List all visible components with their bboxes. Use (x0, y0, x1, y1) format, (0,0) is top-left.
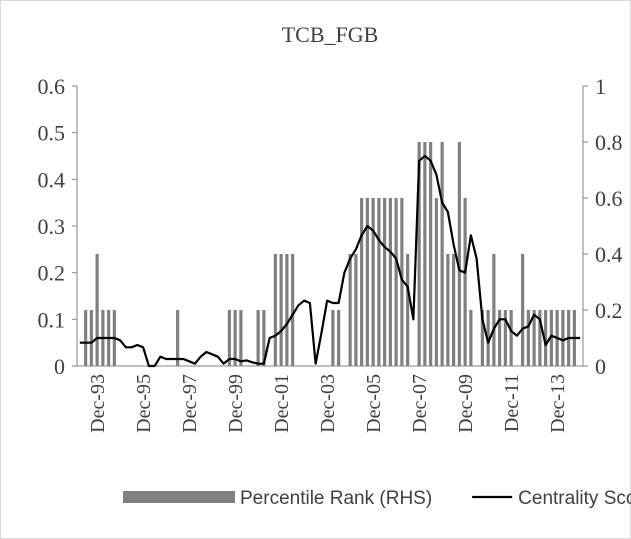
bar (354, 254, 358, 366)
bar (360, 198, 364, 366)
x-tick-label: Dec-11 (501, 374, 523, 432)
bar (440, 142, 444, 366)
bar (176, 310, 180, 366)
bar (429, 142, 433, 366)
x-tick-label: Dec-97 (179, 374, 201, 433)
bar (509, 310, 513, 366)
bar (331, 310, 335, 366)
x-tick-label: Dec-13 (547, 374, 569, 433)
bar (89, 310, 93, 366)
y-tick-label: 0.1 (38, 307, 66, 332)
bar (291, 254, 295, 366)
bar (394, 198, 398, 366)
bar (348, 254, 352, 366)
bar (434, 198, 438, 366)
bar (377, 198, 381, 366)
bar (480, 310, 484, 366)
bar (521, 254, 525, 366)
bar (285, 254, 289, 366)
y-tick-label: 0.2 (38, 261, 66, 286)
bar (423, 142, 427, 366)
bar (383, 198, 387, 366)
bar (84, 310, 88, 366)
y-tick-label: 0.3 (38, 214, 66, 239)
bar (538, 310, 542, 366)
bar (256, 310, 260, 366)
bar (95, 254, 99, 366)
bar (469, 310, 473, 366)
bar (526, 310, 530, 366)
y-tick-label: 0.4 (38, 167, 66, 192)
y-tick-label: 0.6 (38, 74, 66, 99)
bar (498, 310, 502, 366)
bar (337, 310, 341, 366)
y2-tick-label: 0.6 (595, 186, 623, 211)
y-tick-label: 0 (54, 354, 65, 379)
y2-tick-label: 0.2 (595, 298, 623, 323)
y2-tick-label: 1 (595, 74, 606, 99)
line (79, 154, 581, 368)
bar (532, 310, 536, 366)
bar (446, 254, 450, 366)
y2-tick-label: 0 (595, 354, 606, 379)
bar (227, 310, 231, 366)
bar (492, 254, 496, 366)
x-tick-label: Dec-09 (455, 374, 477, 433)
bar (452, 254, 456, 366)
bar (279, 254, 283, 366)
legend-label: Centrality Score (518, 488, 631, 509)
bar (457, 142, 461, 366)
bar (239, 310, 243, 366)
x-tick-label: Dec-01 (271, 374, 293, 433)
bar (549, 310, 553, 366)
bar (463, 198, 467, 366)
x-tick-label: Dec-07 (409, 374, 431, 433)
bar (233, 310, 237, 366)
x-tick-label: Dec-05 (363, 374, 385, 433)
legend-swatch (123, 491, 235, 503)
bar (486, 310, 490, 366)
x-tick-label: Dec-93 (87, 374, 109, 433)
bar (417, 142, 421, 366)
bar (406, 254, 410, 366)
chart-title: TCB_FGB (282, 22, 379, 47)
x-tick-label: Dec-99 (225, 374, 247, 433)
bar (503, 310, 507, 366)
bar (371, 198, 375, 366)
y2-tick-label: 0.8 (595, 130, 623, 155)
y-tick-label: 0.5 (38, 121, 66, 146)
x-tick-label: Dec-95 (133, 374, 155, 433)
y2-tick-label: 0.4 (595, 242, 623, 267)
bar (273, 254, 277, 366)
bar (388, 198, 392, 366)
bar (262, 310, 266, 366)
bar (561, 310, 565, 366)
x-tick-label: Dec-03 (317, 374, 339, 433)
bar (365, 198, 369, 366)
bar (544, 310, 548, 366)
legend-label: Percentile Rank (RHS) (240, 488, 432, 509)
bar (400, 198, 404, 366)
